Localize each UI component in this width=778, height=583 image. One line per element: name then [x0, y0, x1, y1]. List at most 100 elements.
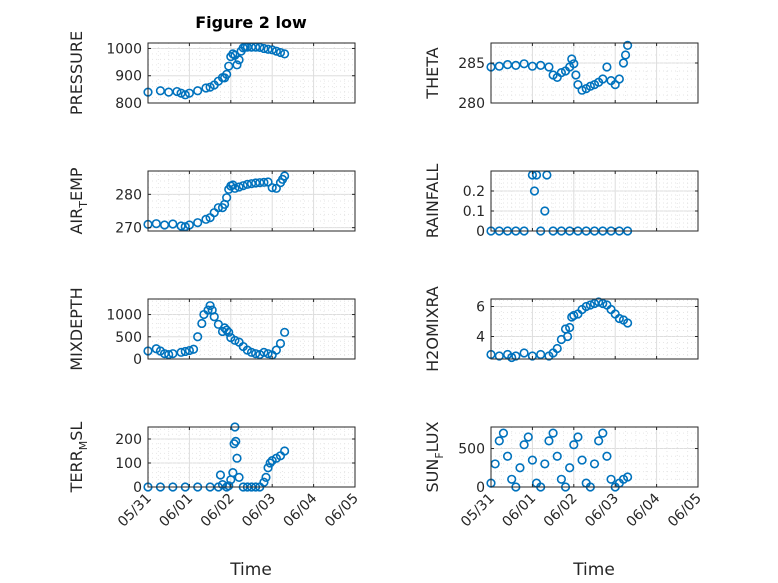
- data-point-sun_flux-27: [598, 428, 608, 438]
- y-axis-label-sun_flux: SUNFLUX: [423, 421, 446, 492]
- x-tick-label: 05/31: [458, 491, 498, 531]
- data-point-h2omixra-10: [552, 343, 562, 354]
- x-tick-label: 06/03: [582, 491, 622, 531]
- y-tick-label: 0.2: [463, 184, 485, 200]
- data-point-theta-1: [494, 61, 504, 71]
- y-tick-label: 0.1: [463, 204, 485, 220]
- y-tick-label: 270: [115, 221, 142, 237]
- data-point-theta-27: [618, 58, 629, 68]
- data-point-pressure-20: [234, 55, 244, 65]
- data-point-theta-14: [569, 59, 579, 69]
- data-point-pressure-3: [172, 86, 182, 97]
- data-point-sun_flux-14: [544, 436, 554, 446]
- subplot-sun_flux: 0 500 05/31 06/01 06/02 06/03 06/04 06/05 SUNFLU…: [423, 421, 705, 530]
- data-point-pressure-31: [271, 46, 281, 56]
- subplot-rainfall: 0 0.1 0.2 RAINFALL: [423, 164, 699, 240]
- data-point-mixdepth-4: [164, 349, 174, 360]
- y-tick-label: 280: [458, 96, 485, 112]
- data-point-sun_flux-16: [552, 451, 562, 461]
- data-point-pressure-27: [255, 42, 265, 52]
- data-point-pressure-7: [193, 86, 203, 96]
- data-point-pressure-29: [263, 44, 273, 54]
- axes-frame: [490, 170, 699, 232]
- x-tick-label: 06/05: [665, 491, 705, 531]
- plot-area: [491, 171, 698, 231]
- data-point-mixdepth-5: [168, 349, 178, 359]
- data-point-mixdepth-9: [188, 344, 199, 354]
- data-point-sun_flux-17: [556, 474, 566, 484]
- markers: [143, 171, 290, 232]
- subplot-pressure: 800 900 1000 PRESSURE: [67, 31, 356, 115]
- data-point-sun_flux-13: [540, 459, 550, 469]
- data-point-mixdepth-11: [197, 318, 207, 329]
- data-point-sun_flux-33: [623, 472, 633, 482]
- grid-lines: [148, 299, 355, 359]
- y-tick-label: 500: [458, 442, 485, 458]
- x-tick-label: 06/02: [541, 491, 581, 531]
- data-point-pressure-1: [155, 86, 166, 96]
- data-point-mixdepth-28: [251, 349, 261, 359]
- data-point-mixdepth-35: [280, 327, 290, 337]
- data-point-h2omixra-13: [562, 331, 573, 342]
- data-point-sun_flux-21: [573, 432, 583, 442]
- data-point-terr_msl-7: [215, 470, 226, 480]
- data-point-air_temp-14: [222, 193, 232, 203]
- data-point-terr_msl-30: [280, 446, 290, 456]
- plot-area: [491, 427, 698, 487]
- data-point-sun_flux-9: [523, 432, 533, 442]
- data-point-air_temp-27: [267, 183, 277, 193]
- data-point-air_temp-1: [151, 219, 161, 229]
- data-point-theta-17: [577, 85, 587, 95]
- data-point-sun_flux-25: [589, 459, 600, 469]
- data-point-air_temp-20: [238, 181, 248, 191]
- data-point-air_temp-8: [201, 214, 211, 224]
- data-point-mixdepth-13: [203, 305, 213, 315]
- y-tick-label: 200: [115, 432, 142, 448]
- data-point-h2omixra-19: [581, 301, 591, 312]
- data-point-theta-29: [623, 40, 633, 51]
- data-point-terr_msl-24: [261, 472, 271, 483]
- y-tick-label: 0: [133, 480, 142, 496]
- data-point-pressure-33: [280, 49, 290, 59]
- data-point-theta-6: [536, 60, 546, 71]
- data-point-h2omixra-5: [519, 348, 529, 358]
- data-point-h2omixra-22: [594, 297, 604, 307]
- data-point-pressure-8: [201, 83, 211, 93]
- y-tick-label: 100: [115, 456, 142, 472]
- data-point-pressure-30: [267, 45, 277, 55]
- x-tick-label: 06/03: [239, 491, 279, 531]
- y-axis-label-theta: THETA: [423, 47, 442, 99]
- data-point-pressure-14: [222, 69, 232, 79]
- data-point-sun_flux-10: [527, 455, 538, 465]
- plot-area: [491, 43, 698, 103]
- axes-frame: [147, 170, 356, 232]
- data-point-pressure-19: [232, 60, 242, 70]
- data-point-h2omixra-29: [623, 318, 633, 328]
- axes-frame: [490, 426, 699, 488]
- y-axis-label-terr_msl: TERRMSL: [67, 422, 90, 494]
- y-tick-label: 6: [476, 300, 485, 316]
- data-point-h2omixra-1: [494, 351, 504, 361]
- data-point-rainfall-3: [540, 206, 550, 216]
- axes-frame: [490, 42, 699, 104]
- data-point-pressure-6: [184, 88, 194, 98]
- data-point-pressure-32: [275, 47, 286, 58]
- data-point-sun_flux-22: [577, 455, 587, 465]
- y-tick-label: 0: [476, 480, 485, 496]
- data-point-sun_flux-20: [569, 440, 579, 450]
- data-point-air_temp-7: [193, 218, 203, 228]
- data-point-sun_flux-29: [606, 474, 616, 484]
- data-point-pressure-5: [180, 90, 190, 100]
- data-point-terr_msl-10: [224, 481, 234, 491]
- y-tick-label: 800: [115, 96, 142, 112]
- data-point-mixdepth-33: [271, 345, 281, 355]
- data-point-sun_flux-4: [502, 451, 513, 461]
- x-tick-label: 06/04: [624, 490, 664, 530]
- figure-title: Figure 2 low: [195, 13, 307, 32]
- data-point-mixdepth-30: [259, 347, 269, 357]
- data-point-h2omixra-3: [507, 352, 517, 363]
- y-tick-label: 4: [476, 330, 485, 346]
- data-point-h2omixra-20: [585, 300, 595, 310]
- data-point-pressure-28: [259, 43, 269, 54]
- x-axis-label-left: Time: [229, 560, 272, 580]
